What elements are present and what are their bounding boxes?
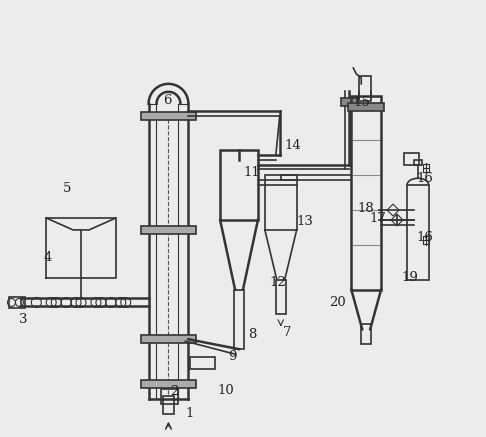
Bar (220, 150, 258, 220)
Text: 4: 4 (43, 251, 52, 264)
Bar (361, 324, 371, 344)
Text: 13: 13 (296, 215, 313, 229)
Bar (10, 296, 25, 309)
Text: 7: 7 (283, 326, 291, 339)
Text: 2: 2 (171, 385, 179, 399)
Bar (162, 396, 174, 414)
Bar (140, 226, 196, 234)
Bar (191, 357, 215, 369)
Bar (234, 290, 244, 349)
Text: 14: 14 (285, 139, 301, 152)
Bar (140, 335, 196, 343)
Text: 8: 8 (248, 328, 256, 341)
Bar (140, 380, 196, 388)
Text: 1: 1 (185, 407, 194, 420)
Bar (160, 389, 178, 404)
Bar (348, 103, 384, 111)
Bar (407, 185, 429, 280)
Text: 11: 11 (243, 166, 260, 179)
Text: 16: 16 (417, 231, 434, 244)
Bar (404, 153, 419, 165)
Text: 18: 18 (357, 201, 374, 215)
Text: 5: 5 (63, 182, 71, 195)
Bar (351, 96, 381, 290)
Bar (341, 98, 357, 106)
Text: 9: 9 (228, 350, 237, 363)
Text: 6: 6 (163, 94, 172, 107)
Text: 15: 15 (353, 96, 370, 109)
Text: 19: 19 (401, 271, 418, 284)
Text: 3: 3 (19, 313, 28, 326)
Text: 20: 20 (330, 296, 346, 309)
Text: 10: 10 (217, 385, 234, 397)
Bar (414, 160, 422, 165)
Text: 12: 12 (270, 276, 287, 289)
Bar (140, 112, 196, 120)
Text: 17: 17 (369, 212, 386, 225)
Bar (359, 76, 371, 101)
Bar (265, 175, 296, 230)
Text: 16: 16 (417, 172, 434, 185)
Bar (276, 280, 286, 314)
